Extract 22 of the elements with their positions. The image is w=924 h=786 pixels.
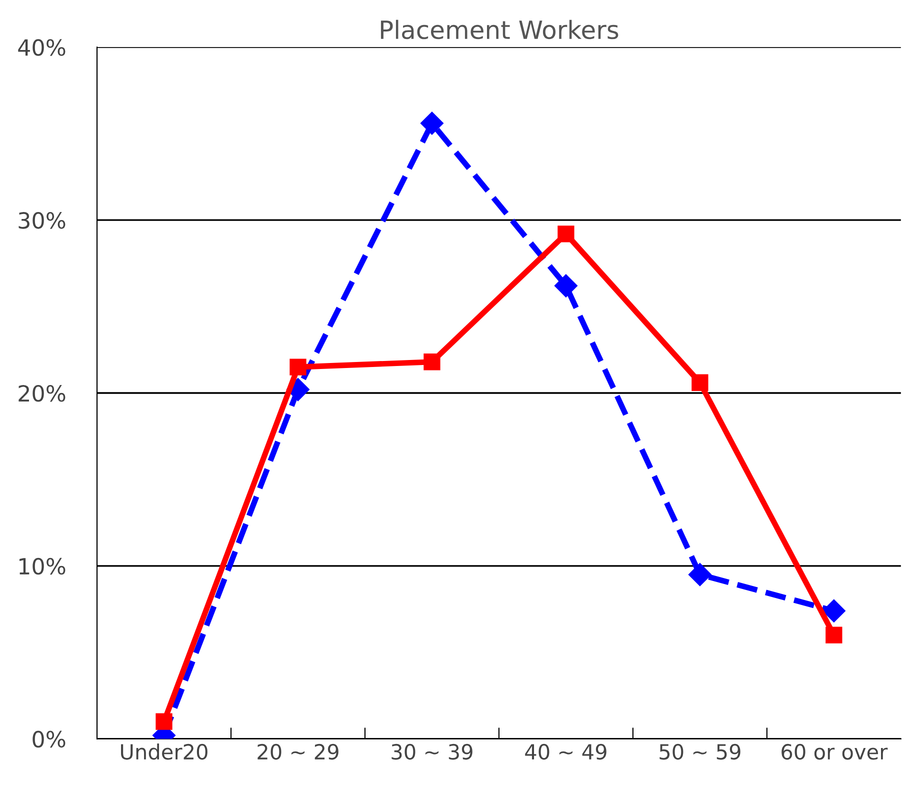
point <box>692 374 708 391</box>
x-tick-label: 40 ~ 49 <box>525 744 606 760</box>
x-tick-label: 20 ~ 29 <box>258 744 338 760</box>
y-tick-label: 10% <box>20 558 66 575</box>
y-tick-label: 30% <box>18 212 66 229</box>
point <box>826 626 842 644</box>
point <box>156 713 172 730</box>
x-tick-label: 30 ~ 39 <box>392 744 472 760</box>
point <box>558 226 574 242</box>
point <box>290 358 306 376</box>
chart-title: Placement Workers <box>380 20 618 40</box>
x-tick-label: 50 ~ 59 <box>660 744 740 760</box>
y-tick-label: 0% <box>32 730 66 748</box>
point <box>822 599 846 622</box>
point <box>424 354 440 370</box>
x-tick-label: Under20 <box>121 744 208 760</box>
x-tick-label: 60 or over <box>782 744 888 760</box>
point <box>420 112 444 135</box>
point <box>688 563 712 586</box>
y-tick-label: 40% <box>18 39 66 56</box>
point <box>554 274 578 298</box>
y-tick-label: 20% <box>18 384 66 402</box>
